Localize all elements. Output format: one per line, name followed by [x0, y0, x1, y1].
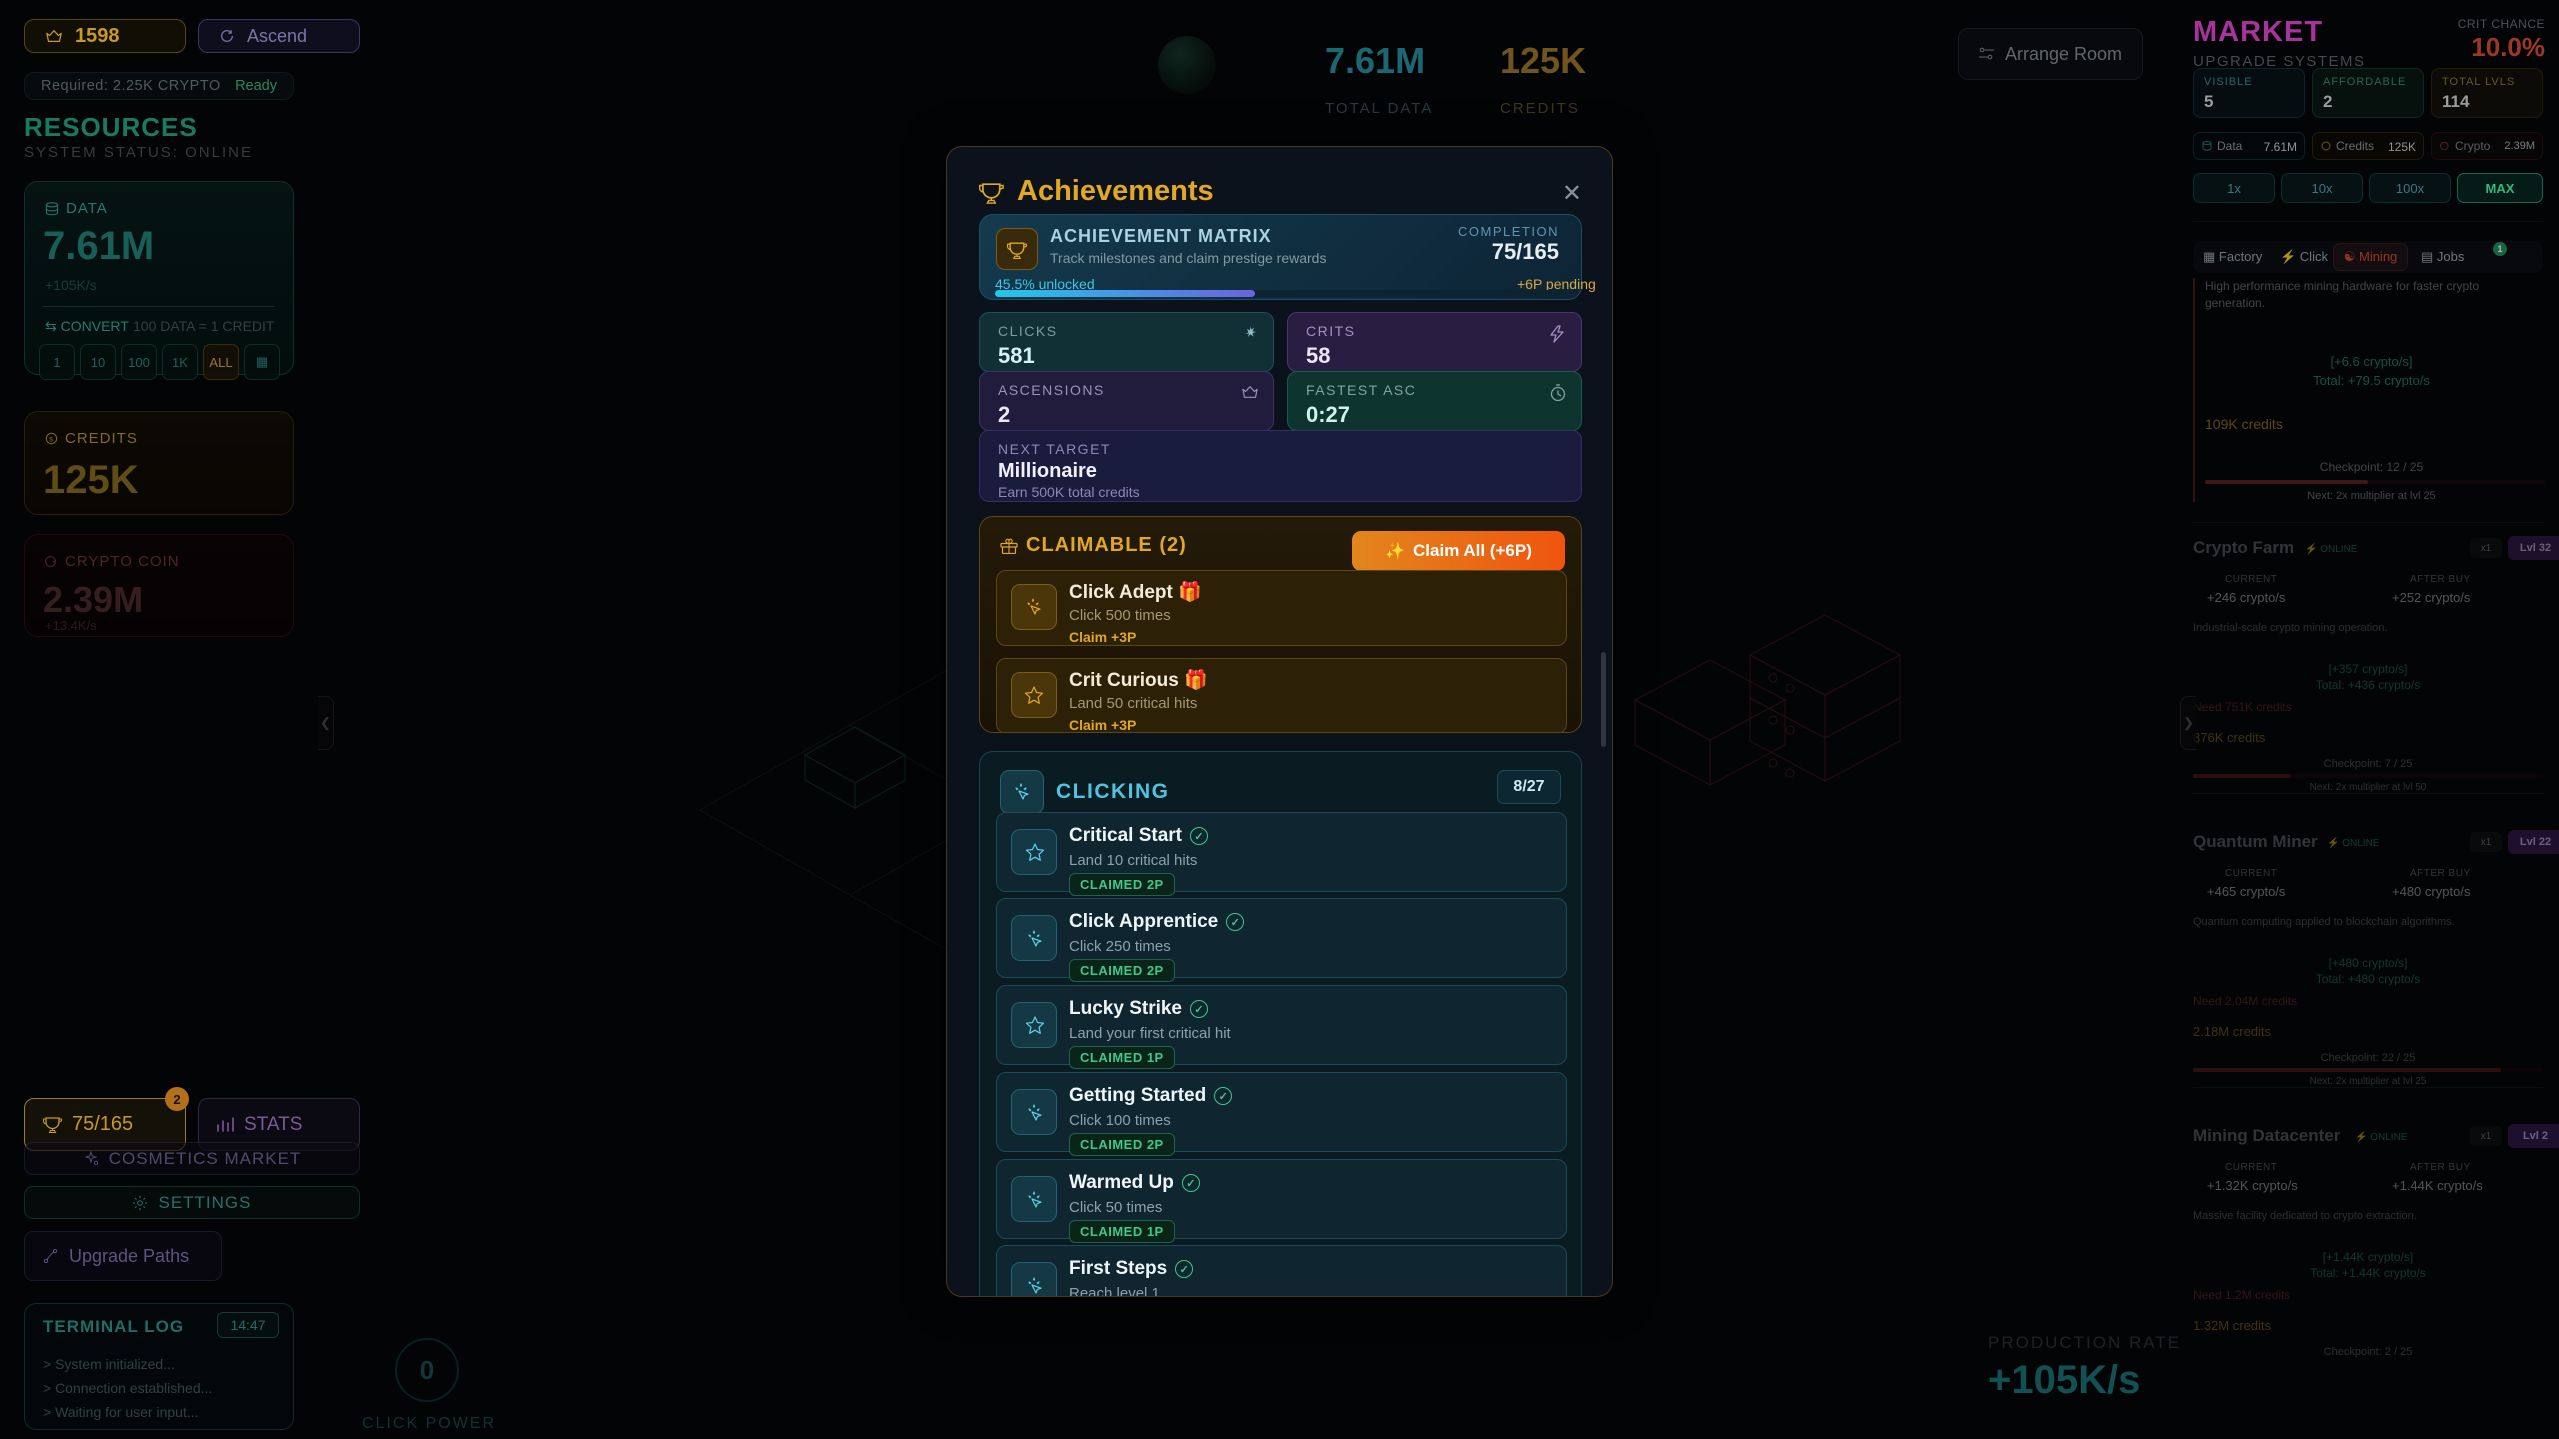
svg-text:$: $ — [49, 436, 54, 443]
